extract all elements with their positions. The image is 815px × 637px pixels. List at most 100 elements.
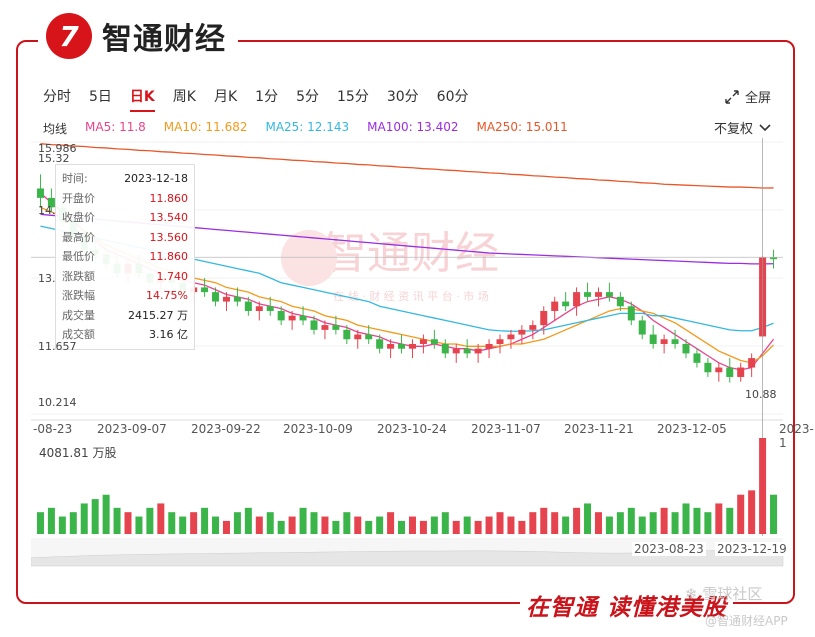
tooltip-row: 涨跌幅 14.75% — [62, 286, 188, 306]
volume-bar — [179, 516, 187, 534]
tooltip-value: 11.860 — [149, 250, 189, 263]
candle-body — [584, 292, 592, 297]
tab-5[interactable]: 1分 — [255, 89, 279, 105]
tab-1[interactable]: 5日 — [89, 89, 112, 105]
candle-body — [201, 287, 209, 293]
volume-bar — [299, 507, 307, 534]
moving-average-legend: 均线 MA5: 11.8 MA10: 11.682 MA25: 12.143 MA100… — [43, 120, 568, 137]
tooltip-value: 2415.27 万 — [128, 308, 188, 322]
content-frame — [16, 40, 795, 604]
volume-bar — [682, 503, 690, 534]
volume-bar — [332, 520, 340, 534]
x-axis-label: -08-23 — [33, 422, 73, 436]
volume-bar — [343, 512, 351, 534]
snowflake-icon: ❄ — [685, 585, 698, 603]
candle-body — [529, 325, 537, 330]
navigator-start-date: 2023-08-23 — [632, 542, 706, 556]
ma-legend-item: MA25: 12.143 — [265, 120, 350, 134]
volume-bar — [704, 512, 712, 534]
volume-bar — [135, 516, 143, 534]
candle-body — [551, 301, 559, 311]
tab-3[interactable]: 周K — [172, 89, 196, 105]
volume-bar — [452, 520, 460, 534]
volume-bar — [605, 516, 613, 534]
stock-chart-panel: 分时 5日 日K 周K 月K 1分 5分 15分 30分 60分 全屏 均线 MA5: 11.8 MA… — [31, 76, 814, 570]
candle-body — [638, 320, 646, 335]
tab-2[interactable]: 日K — [129, 86, 155, 112]
low-price-mark: 10.88 — [745, 388, 777, 401]
tab-0[interactable]: 分时 — [43, 89, 71, 105]
fullscreen-label: 全屏 — [744, 91, 771, 106]
volume-bar — [376, 516, 384, 534]
candle-tooltip: 时间: 2023-12-18 开盘价 11.860 收盘价 13.540 最高价 13.560… — [55, 164, 195, 350]
volume-label: 4081.81 万股 — [39, 446, 117, 460]
volume-bar — [419, 520, 427, 534]
tooltip-row: 成交量 2415.27 万 — [62, 306, 188, 326]
tooltip-value: 14.75% — [146, 289, 188, 302]
period-tabs: 分时 5日 日K 周K 月K 1分 5分 15分 30分 60分 — [43, 86, 486, 112]
candle-body — [212, 292, 220, 302]
x-axis-label: 2023-1 — [779, 422, 814, 450]
candle-body — [693, 353, 701, 363]
tooltip-key: 涨跌幅 — [62, 289, 95, 302]
candle-body — [518, 329, 526, 335]
volume-bar — [474, 520, 482, 534]
candle-body — [627, 306, 635, 321]
candle-body — [748, 358, 756, 368]
candle-body — [277, 310, 285, 321]
volume-bar — [737, 494, 745, 534]
volume-bar — [266, 512, 274, 534]
candle-body — [430, 339, 438, 344]
tooltip-key: 最低价 — [62, 250, 95, 263]
volume-bar — [430, 516, 438, 534]
volume-bar — [398, 520, 406, 534]
fullscreen-button[interactable]: 全屏 — [725, 87, 771, 106]
candle-body — [408, 343, 416, 349]
tooltip-value: 3.16 亿 — [149, 328, 188, 341]
tab-4[interactable]: 月K — [213, 89, 238, 105]
volume-bar — [146, 507, 154, 534]
tab-9[interactable]: 60分 — [436, 89, 469, 105]
volume-bar — [321, 516, 329, 534]
candle-body — [496, 339, 504, 344]
tab-8[interactable]: 30分 — [386, 89, 419, 105]
candle-body — [233, 296, 241, 302]
tab-6[interactable]: 5分 — [296, 89, 319, 105]
tooltip-value: 13.560 — [149, 230, 189, 244]
volume-bar — [190, 512, 198, 534]
volume-bar — [91, 499, 99, 534]
candle-body — [354, 334, 362, 340]
ma-legend-item: MA100: 13.402 — [367, 120, 459, 134]
navigator-end-date: 2023-12-19 — [715, 542, 789, 556]
y-axis-label: 13. — [38, 272, 56, 285]
candle-body — [485, 343, 493, 349]
volume-bar — [540, 507, 548, 534]
volume-bar — [69, 512, 77, 534]
volume-bar — [222, 520, 230, 534]
tooltip-value: 13.540 — [149, 211, 189, 224]
volume-bar — [594, 512, 602, 534]
volume-bar — [201, 507, 209, 534]
x-axis-label: 2023-10-24 — [377, 422, 447, 436]
volume-bar — [102, 494, 110, 534]
volume-bar — [255, 516, 263, 534]
expand-icon — [725, 89, 739, 104]
adjust-dropdown[interactable]: 不复权 — [714, 118, 771, 137]
candle-body — [573, 292, 581, 307]
candle-body — [244, 301, 252, 311]
candle-body — [332, 325, 340, 330]
candle-body — [726, 367, 734, 377]
volume-bar — [310, 512, 318, 534]
brand-logo: 7 智通财经 — [38, 8, 238, 64]
volume-bar — [387, 512, 395, 534]
candle-body — [452, 348, 460, 354]
x-axis-label: 2023-10-09 — [283, 422, 353, 436]
y-axis-label: 10.214 — [38, 396, 77, 409]
volume-bar — [288, 516, 296, 534]
community-sub: @智通财经APP — [705, 614, 788, 628]
candle-body — [507, 334, 515, 340]
volume-bar — [365, 520, 373, 534]
volume-bar — [58, 516, 66, 534]
volume-bar — [562, 516, 570, 534]
tab-7[interactable]: 15分 — [337, 89, 369, 105]
